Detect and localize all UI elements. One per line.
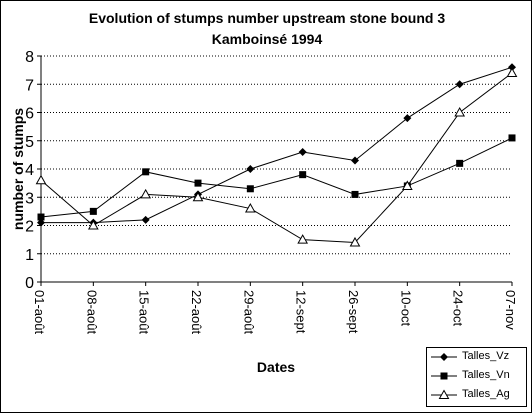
data-point (192, 191, 204, 202)
x-tick-label: 15-août (137, 290, 152, 334)
data-point (351, 156, 359, 165)
legend-item: Talles_Ag (427, 386, 526, 404)
data-point (454, 106, 466, 117)
data-point (349, 236, 361, 247)
x-tick-label: 10-oct (398, 290, 413, 327)
x-tick-label: 12-sept (294, 290, 309, 334)
x-axis-title: Dates (257, 359, 295, 375)
data-point (140, 188, 152, 199)
series-line (40, 137, 513, 218)
data-point (244, 203, 256, 213)
series-line (40, 72, 513, 243)
y-tick-label: 3 (25, 190, 34, 207)
y-tick-label: 0 (25, 275, 34, 292)
data-point (297, 234, 309, 244)
y-tick-label: 7 (25, 77, 34, 94)
data-point (35, 174, 47, 185)
legend-label: Talles_Vn (462, 369, 510, 381)
y-tick-label: 4 (25, 162, 34, 179)
triangle-marker (438, 389, 450, 399)
data-point (87, 219, 99, 230)
legend-swatch (431, 389, 457, 399)
x-tick-label: 08-août (84, 290, 99, 334)
x-tick-label: 29-août (241, 290, 256, 334)
x-tick-label: 22-août (189, 290, 204, 334)
y-tick-label: 2 (25, 219, 34, 236)
data-point (37, 213, 45, 221)
x-tick-label: 07-nov (503, 290, 518, 330)
data-point (299, 171, 307, 179)
chart-subtitle: Kamboinsé 1994 (211, 31, 323, 47)
data-point (455, 80, 464, 89)
legend-item: Talles_Vn (427, 367, 526, 385)
data-point (456, 159, 464, 167)
data-point (351, 190, 359, 198)
y-tick-label: 1 (25, 247, 34, 264)
square-marker (440, 372, 448, 380)
data-point (508, 63, 516, 72)
data-point (141, 215, 150, 224)
chart-legend: Talles_Vz Talles_Vn Talles_Ag (426, 347, 527, 407)
data-point (506, 67, 518, 77)
data-point (508, 134, 516, 142)
y-tick-label: 8 (25, 49, 34, 66)
data-point (37, 218, 45, 227)
x-tick-label: 01-août (32, 290, 47, 334)
legend-label: Talles_Ag (462, 388, 510, 400)
legend-label: Talles_Vz (462, 350, 510, 362)
data-point (246, 165, 255, 173)
data-point (246, 185, 254, 193)
data-point (401, 180, 413, 190)
legend-swatch (431, 372, 457, 380)
data-point (298, 148, 307, 157)
data-point (142, 168, 150, 176)
y-tick-label: 6 (25, 106, 34, 123)
x-tick-label: 26-sept (346, 290, 361, 334)
y-axis-title: number of stumps (10, 108, 26, 230)
data-point (89, 207, 97, 215)
legend-item: Talles_Vz (427, 348, 526, 366)
chart-title: Evolution of stumps number upstream ston… (88, 10, 446, 26)
y-tick-label: 5 (25, 134, 34, 151)
series-line (41, 66, 513, 224)
legend-swatch (431, 353, 457, 361)
x-tick-label: 24-oct (451, 290, 466, 327)
diamond-marker (440, 353, 448, 361)
data-point (194, 179, 202, 187)
data-point (403, 114, 412, 123)
